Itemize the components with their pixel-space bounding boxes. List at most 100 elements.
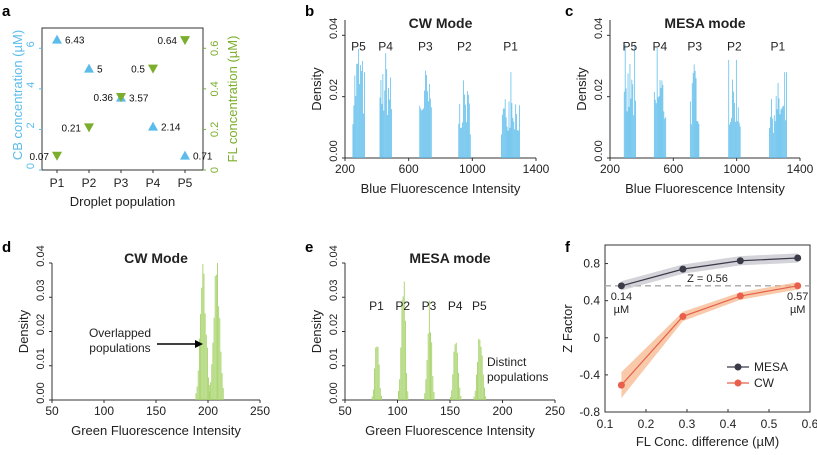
histogram-bar bbox=[386, 69, 388, 158]
histogram-bar bbox=[780, 109, 782, 158]
histogram-bar bbox=[484, 387, 485, 400]
histogram-bar bbox=[692, 73, 694, 158]
histogram-bar bbox=[222, 387, 224, 400]
histogram-bar bbox=[202, 263, 204, 400]
histogram-bar bbox=[627, 73, 629, 158]
histogram-bar bbox=[208, 377, 210, 400]
histogram-bar bbox=[399, 379, 401, 400]
x-tick-label: 200 bbox=[335, 162, 355, 176]
histogram-bar bbox=[738, 122, 740, 158]
cb-point bbox=[180, 150, 190, 160]
x-tick-label: 100 bbox=[387, 404, 407, 418]
histogram-bar bbox=[629, 64, 631, 158]
histogram-bar bbox=[204, 313, 206, 400]
histogram-bar bbox=[360, 65, 361, 158]
histogram-bar bbox=[505, 117, 507, 158]
y-tick-label: 0.03 bbox=[35, 280, 47, 301]
x-tick-label: 50 bbox=[45, 404, 59, 418]
histogram-bar bbox=[737, 107, 739, 158]
histogram-bar bbox=[407, 391, 409, 400]
histogram-bar bbox=[518, 130, 519, 158]
histogram-bar bbox=[785, 120, 787, 158]
histogram-bar bbox=[512, 117, 514, 158]
histogram-bar bbox=[783, 105, 785, 158]
histogram-bar bbox=[355, 96, 357, 158]
legend: MESA CW bbox=[727, 360, 788, 390]
y-tick-label: 0.8 bbox=[583, 257, 600, 271]
histogram-bar bbox=[462, 122, 463, 158]
fl-point bbox=[116, 92, 126, 102]
histogram-bar bbox=[663, 111, 665, 158]
y-left-tick-label: 2 bbox=[25, 122, 37, 128]
panel-letter-f: f bbox=[565, 239, 571, 256]
histogram-bar bbox=[662, 84, 664, 158]
histogram-bar bbox=[506, 126, 508, 158]
histogram-bar bbox=[433, 391, 435, 400]
histogram-bar bbox=[388, 87, 389, 158]
peak-P4 bbox=[653, 47, 667, 158]
histogram-bar bbox=[626, 111, 628, 158]
peak-P1 bbox=[769, 72, 787, 158]
histogram-bar bbox=[382, 74, 384, 158]
peak-label: P5 bbox=[622, 40, 637, 54]
histogram-bar bbox=[356, 63, 358, 159]
y-left-tick-label: 4 bbox=[25, 82, 37, 88]
peak-label: P4 bbox=[653, 40, 668, 54]
histogram-bar bbox=[630, 98, 632, 158]
confidence-band bbox=[621, 282, 798, 399]
histogram-bar bbox=[474, 390, 476, 400]
legend-label: MESA bbox=[754, 360, 788, 374]
histogram-bar bbox=[694, 70, 696, 158]
x-tick-label: 600 bbox=[663, 162, 683, 176]
histogram-bar bbox=[454, 344, 456, 400]
histogram-bar bbox=[219, 318, 221, 400]
peak-P2 bbox=[728, 59, 741, 158]
histogram-bar bbox=[428, 101, 429, 158]
annotation-line: populations bbox=[89, 341, 150, 355]
annotation-line: 0.57 bbox=[787, 291, 808, 303]
x-axis-label: Green Fluorescence Intensity bbox=[365, 423, 535, 438]
x-tick-label: 0.1 bbox=[597, 417, 614, 431]
series-line bbox=[620, 285, 798, 386]
histogram-bar bbox=[357, 63, 359, 159]
fl-point bbox=[84, 123, 94, 133]
histogram-bar bbox=[657, 97, 659, 158]
histogram-bar bbox=[211, 364, 213, 400]
histogram-bar bbox=[731, 117, 732, 158]
histogram-bar bbox=[429, 98, 431, 158]
panel-letter-a: a bbox=[2, 3, 11, 20]
y-right-tick-label: 0.4 bbox=[209, 81, 221, 96]
peak-label: P1 bbox=[369, 299, 384, 313]
histogram-bar bbox=[195, 393, 197, 400]
histogram-bar bbox=[428, 300, 430, 400]
histogram-bar bbox=[404, 320, 406, 400]
histogram-bar bbox=[453, 351, 455, 400]
histogram-bar bbox=[467, 94, 469, 158]
histogram-bar bbox=[479, 339, 481, 400]
histogram-bar bbox=[352, 124, 354, 158]
histogram-bar bbox=[691, 83, 693, 158]
histogram-bar bbox=[467, 91, 468, 158]
series-line bbox=[621, 257, 798, 287]
data-point bbox=[617, 282, 625, 290]
peak-P5 bbox=[352, 49, 365, 159]
series-mesa bbox=[617, 253, 802, 291]
histogram-bar bbox=[401, 300, 403, 400]
x-tick-label: 0.6 bbox=[802, 417, 817, 431]
histogram-bar bbox=[372, 389, 374, 400]
y-tick-label: 0.04 bbox=[328, 18, 340, 39]
annotation-line: 0.14 bbox=[611, 291, 632, 303]
peak-label: P5 bbox=[351, 40, 366, 54]
fl-point-label: 0.5 bbox=[131, 65, 145, 76]
y-tick-label: 0.02 bbox=[328, 314, 340, 335]
peak-P4 bbox=[379, 53, 392, 158]
histogram-bar bbox=[421, 110, 423, 158]
legend-marker bbox=[734, 363, 742, 371]
y-axis-label: Density bbox=[309, 309, 324, 353]
histogram-bar bbox=[517, 130, 518, 158]
histogram-bar bbox=[784, 72, 786, 158]
panel-c: 200 600 1000 1400 0.00 0.02 0.04 P5 P4 P3 P2 P1 MESA… bbox=[574, 15, 814, 196]
annotation-line: µM bbox=[790, 304, 806, 316]
peak-P4 bbox=[450, 342, 462, 400]
cb-point-label: 0.71 bbox=[193, 152, 213, 163]
